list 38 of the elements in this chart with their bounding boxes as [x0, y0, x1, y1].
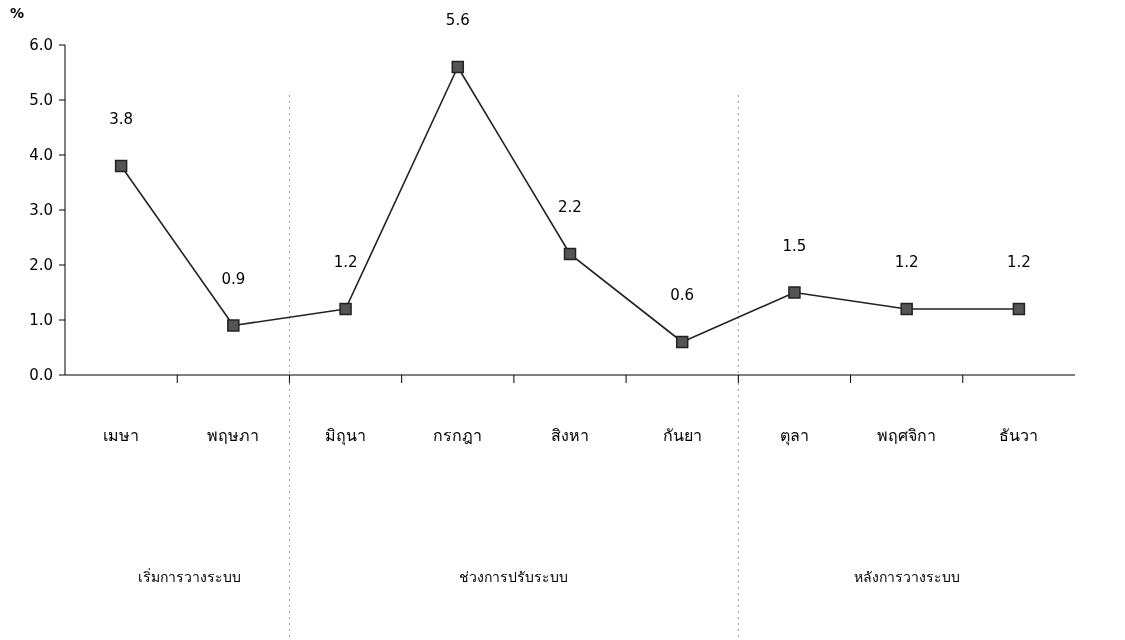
data-label: 2.2 [558, 198, 582, 216]
x-tick-label: มิถุนา [325, 426, 367, 446]
y-tick-label: 3.0 [29, 201, 53, 219]
y-tick-label: 4.0 [29, 146, 53, 164]
x-tick-label: สิงหา [551, 426, 589, 445]
y-tick-label: 2.0 [29, 256, 53, 274]
data-label: 3.8 [109, 110, 134, 128]
point [675, 335, 689, 349]
text: เริ่มการวางระบบ [138, 568, 242, 585]
point [1012, 302, 1026, 316]
data-label: 0.9 [221, 269, 246, 288]
y-axis-title: % [10, 5, 25, 21]
point [788, 286, 801, 299]
text: หลังการวางระบบ [853, 569, 960, 585]
x-tick-label: กรกฎา [433, 426, 483, 445]
x-tick-label: พฤษภา [207, 426, 260, 445]
x-tick-label: ตุลา [779, 426, 809, 446]
data-label: 5.6 [445, 11, 470, 29]
data-label: 1.5 [782, 236, 807, 255]
y-tick-label: 6.0 [29, 36, 53, 54]
point [339, 302, 352, 316]
point [451, 60, 465, 74]
x-tick-label: กันยา [662, 426, 702, 445]
x-tick-label: เมษา [103, 426, 140, 445]
y-tick-label: 5.0 [29, 91, 53, 109]
data-label: 0.6 [670, 286, 695, 304]
point [227, 319, 240, 332]
point [114, 159, 128, 173]
text: ช่วงการปรับระบบ [459, 569, 569, 585]
point [563, 247, 577, 261]
y-tick-label: 0.0 [29, 366, 53, 384]
y-tick-label: 1.0 [29, 311, 53, 329]
point [900, 302, 913, 316]
x-tick-label: ธันวา [999, 426, 1039, 445]
data-label: 1.2 [894, 253, 919, 271]
x-tick-label: พฤศจิกา [877, 426, 937, 445]
data-label: 1.2 [1006, 253, 1031, 271]
data-label: 1.2 [333, 253, 358, 271]
